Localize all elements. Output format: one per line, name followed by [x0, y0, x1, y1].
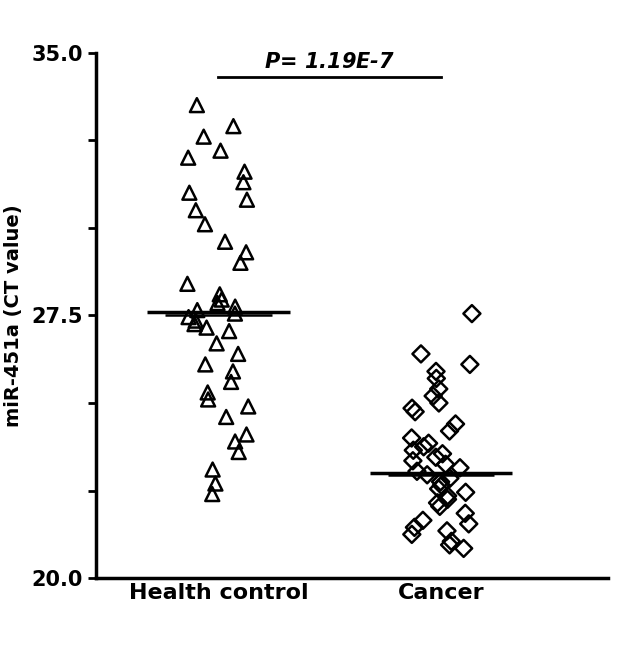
Point [465, 359, 475, 370]
Point [419, 442, 429, 452]
Point [410, 522, 420, 533]
Point [212, 338, 222, 349]
Point [183, 152, 193, 163]
Point [451, 419, 461, 429]
Point [203, 387, 213, 397]
Point [461, 487, 471, 497]
Point [435, 501, 445, 512]
Point [226, 376, 236, 387]
Point [184, 187, 195, 198]
Point [406, 529, 417, 539]
Point [455, 463, 465, 473]
Point [184, 312, 194, 323]
Point [236, 258, 246, 268]
Point [435, 476, 445, 487]
Point [200, 219, 210, 229]
Point [241, 429, 252, 440]
Point [238, 177, 248, 187]
Point [460, 508, 470, 518]
Point [407, 403, 417, 413]
Point [211, 478, 221, 489]
Point [445, 473, 455, 484]
Point [228, 366, 238, 376]
Point [182, 279, 193, 289]
Point [228, 121, 239, 131]
Point [446, 536, 456, 547]
Point [230, 436, 240, 447]
Point [239, 166, 250, 177]
Point [241, 247, 252, 258]
Point [442, 491, 452, 501]
Point [214, 289, 225, 300]
Point [406, 433, 417, 443]
Point [216, 145, 226, 156]
Point [192, 100, 202, 110]
Point [458, 543, 468, 554]
Point [207, 489, 218, 499]
Point [422, 470, 432, 480]
Point [221, 412, 231, 422]
Point [191, 205, 201, 215]
Point [408, 445, 419, 455]
Point [220, 237, 230, 247]
Point [444, 426, 454, 436]
Point [442, 494, 452, 505]
Point [233, 349, 243, 359]
Point [207, 464, 218, 475]
Point [192, 305, 202, 315]
Text: $\bfit{P}$= 1.19E-7: $\bfit{P}$= 1.19E-7 [264, 52, 396, 72]
Point [410, 407, 420, 417]
Point [440, 459, 451, 470]
Point [445, 539, 455, 550]
Point [242, 194, 252, 205]
Point [191, 315, 201, 326]
Point [412, 466, 422, 476]
Point [230, 308, 240, 319]
Point [424, 438, 434, 449]
Point [463, 518, 474, 529]
Point [200, 359, 211, 370]
Point [408, 455, 418, 466]
Point [431, 373, 442, 384]
Point [418, 515, 428, 526]
Point [212, 298, 223, 308]
Point [437, 449, 447, 459]
Point [436, 480, 447, 491]
Point [434, 384, 444, 394]
Point [198, 131, 209, 142]
Point [467, 308, 477, 319]
Point [433, 484, 444, 494]
Point [202, 323, 212, 333]
Point [224, 326, 234, 336]
Point [203, 394, 213, 405]
Y-axis label: miR-451a (CT value): miR-451a (CT value) [4, 204, 23, 426]
Point [431, 366, 441, 376]
Point [434, 397, 444, 408]
Point [416, 349, 426, 359]
Point [433, 497, 443, 508]
Point [243, 401, 253, 412]
Point [230, 302, 240, 312]
Point [442, 526, 452, 536]
Point [216, 294, 227, 305]
Point [431, 452, 441, 463]
Point [428, 391, 438, 401]
Point [234, 447, 244, 457]
Point [189, 319, 200, 329]
